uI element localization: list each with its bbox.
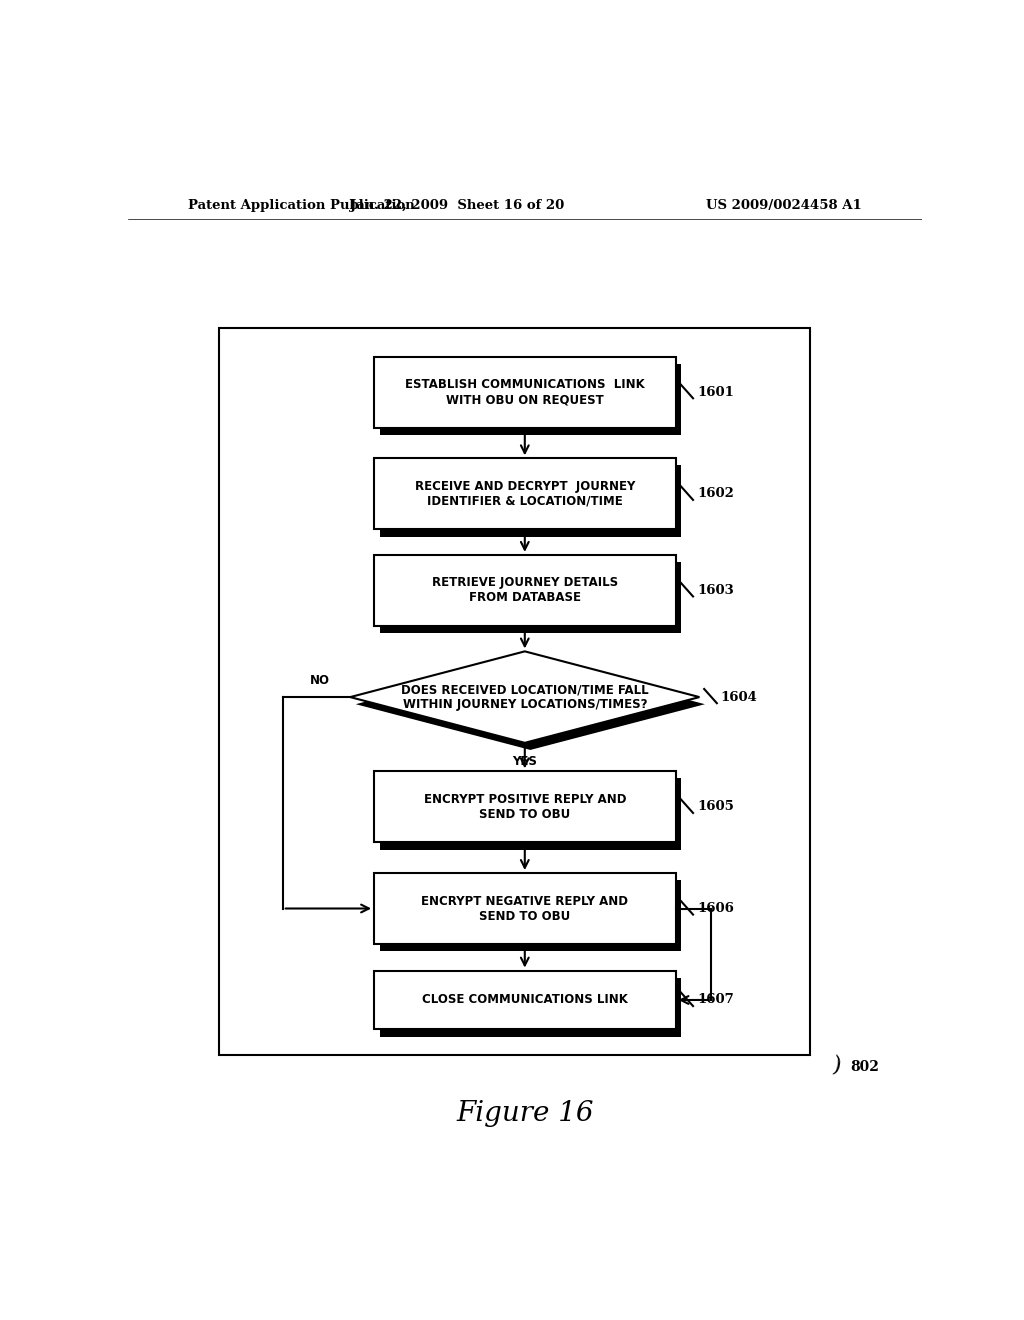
- Text: YES: YES: [512, 755, 538, 768]
- Text: ): ): [830, 1053, 843, 1077]
- Text: Jan. 22, 2009  Sheet 16 of 20: Jan. 22, 2009 Sheet 16 of 20: [350, 198, 564, 211]
- Text: 1601: 1601: [697, 385, 734, 399]
- Text: Patent Application Publication: Patent Application Publication: [187, 198, 415, 211]
- Text: DOES RECEIVED LOCATION/TIME FALL
WITHIN JOURNEY LOCATIONS/TIMES?: DOES RECEIVED LOCATION/TIME FALL WITHIN …: [401, 682, 648, 711]
- Text: 1605: 1605: [697, 800, 734, 813]
- Text: NO: NO: [310, 675, 331, 686]
- Polygon shape: [350, 651, 699, 743]
- FancyBboxPatch shape: [219, 329, 811, 1055]
- Text: 1603: 1603: [697, 583, 734, 597]
- Text: US 2009/0024458 A1: US 2009/0024458 A1: [707, 198, 862, 211]
- FancyBboxPatch shape: [380, 978, 681, 1036]
- FancyBboxPatch shape: [374, 771, 676, 842]
- Polygon shape: [355, 659, 705, 750]
- Text: 1606: 1606: [697, 902, 734, 915]
- Text: 1604: 1604: [721, 690, 758, 704]
- Text: ESTABLISH COMMUNICATIONS  LINK
WITH OBU ON REQUEST: ESTABLISH COMMUNICATIONS LINK WITH OBU O…: [404, 378, 645, 407]
- Text: RECEIVE AND DECRYPT  JOURNEY
IDENTIFIER & LOCATION/TIME: RECEIVE AND DECRYPT JOURNEY IDENTIFIER &…: [415, 479, 635, 508]
- Text: 1602: 1602: [697, 487, 734, 500]
- Text: ENCRYPT NEGATIVE REPLY AND
SEND TO OBU: ENCRYPT NEGATIVE REPLY AND SEND TO OBU: [421, 895, 629, 923]
- FancyBboxPatch shape: [380, 364, 681, 434]
- FancyBboxPatch shape: [380, 880, 681, 952]
- FancyBboxPatch shape: [374, 356, 676, 428]
- FancyBboxPatch shape: [374, 554, 676, 626]
- Text: 802: 802: [850, 1060, 879, 1074]
- Text: Figure 16: Figure 16: [456, 1101, 594, 1127]
- Text: 1607: 1607: [697, 994, 734, 1006]
- FancyBboxPatch shape: [374, 873, 676, 944]
- FancyBboxPatch shape: [380, 466, 681, 536]
- FancyBboxPatch shape: [380, 779, 681, 850]
- Text: ENCRYPT POSITIVE REPLY AND
SEND TO OBU: ENCRYPT POSITIVE REPLY AND SEND TO OBU: [424, 793, 626, 821]
- FancyBboxPatch shape: [374, 970, 676, 1030]
- FancyBboxPatch shape: [374, 458, 676, 529]
- FancyBboxPatch shape: [380, 562, 681, 634]
- Text: RETRIEVE JOURNEY DETAILS
FROM DATABASE: RETRIEVE JOURNEY DETAILS FROM DATABASE: [432, 577, 617, 605]
- Text: CLOSE COMMUNICATIONS LINK: CLOSE COMMUNICATIONS LINK: [422, 994, 628, 1006]
